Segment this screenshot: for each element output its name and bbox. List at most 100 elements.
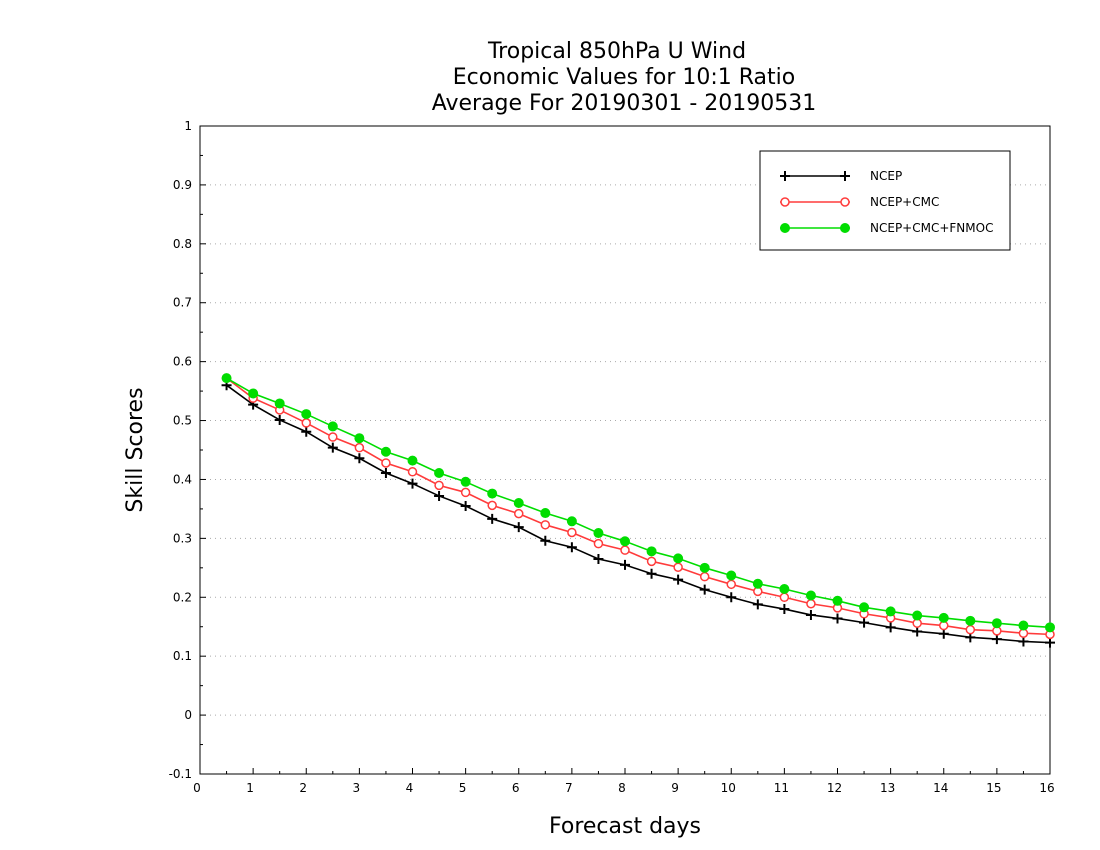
- point-2-15: [620, 536, 630, 547]
- y-tick-label-5: 0.4: [173, 472, 192, 486]
- point-0-14: [593, 553, 604, 564]
- x-tick-label-8: 8: [618, 781, 626, 795]
- point-0-21: [779, 604, 790, 615]
- point-0-18: [699, 584, 710, 595]
- point-2-22: [805, 590, 816, 601]
- point-0-6: [380, 467, 391, 478]
- point-0-22: [805, 609, 816, 620]
- point-2-25: [885, 606, 896, 617]
- point-1-6: [381, 458, 391, 468]
- point-1-9: [460, 487, 471, 498]
- point-0-13: [566, 542, 577, 553]
- point-1-13: [567, 527, 577, 538]
- point-1-14: [593, 538, 604, 549]
- point-1-22: [806, 599, 816, 609]
- y-tick-label-10: 0.9: [173, 178, 192, 192]
- point-0-16: [646, 568, 657, 579]
- x-axis: 0 1 2 3 4 5 6 7 8 9 10 11 12 13 14 15 16: [193, 768, 1055, 795]
- point-0-4: [327, 442, 338, 453]
- series-0: [221, 380, 1055, 648]
- series-line-1: [226, 377, 1051, 636]
- x-tick-label-16: 16: [1039, 781, 1054, 795]
- title-line-2: Economic Values for 10:1 Ratio: [453, 65, 795, 90]
- point-0-25: [885, 622, 896, 633]
- legend-marker-end-0: [840, 171, 850, 181]
- point-0-7: [407, 478, 418, 489]
- legend-marker-end-2: [840, 223, 850, 233]
- point-2-20: [752, 578, 763, 589]
- point-2-29: [991, 618, 1002, 629]
- point-1-3: [301, 418, 311, 428]
- x-tick-label-6: 6: [512, 781, 520, 795]
- y-tick-label-2: 0.1: [173, 649, 192, 663]
- point-2-14: [593, 528, 604, 539]
- title-line-1: Tropical 850hPa U Wind: [487, 39, 746, 64]
- point-0-12: [540, 535, 551, 546]
- x-tick-label-2: 2: [299, 781, 307, 795]
- x-tick-label-5: 5: [459, 781, 467, 795]
- point-2-1: [248, 388, 259, 399]
- point-0-9: [460, 500, 471, 511]
- point-2-31: [1045, 622, 1055, 633]
- point-2-12: [540, 508, 551, 519]
- y-tick-label-7: 0.6: [173, 355, 192, 369]
- point-2-23: [832, 595, 843, 606]
- series-line-0: [226, 384, 1051, 644]
- point-1-16: [646, 556, 657, 567]
- point-2-3: [301, 409, 312, 420]
- point-1-11: [514, 508, 524, 519]
- legend-marker-end-1: [840, 197, 850, 207]
- x-tick-label-15: 15: [986, 781, 1001, 795]
- legend: NCEP NCEP+CMC NCEP+CMC+FNMOC: [759, 150, 1011, 251]
- x-axis-label: Forecast days: [549, 814, 701, 839]
- y-tick-label-11: 1: [184, 119, 192, 133]
- point-1-7: [407, 467, 418, 477]
- x-tick-label-4: 4: [406, 781, 414, 795]
- chart-title: Tropical 850hPa U Wind Economic Values f…: [432, 39, 817, 116]
- point-0-2: [274, 414, 285, 425]
- point-2-21: [779, 584, 790, 595]
- y-tick-label-3: 0.2: [173, 590, 192, 604]
- x-tick-label-11: 11: [774, 781, 789, 795]
- point-0-3: [301, 426, 312, 437]
- point-2-7: [407, 455, 418, 466]
- legend-marker-start-2: [780, 223, 790, 233]
- point-2-19: [726, 570, 737, 581]
- x-tick-label-3: 3: [353, 781, 361, 795]
- point-0-27: [938, 628, 949, 639]
- point-1-5: [354, 442, 365, 453]
- point-1-28: [965, 624, 976, 635]
- y-tick-label-8: 0.7: [173, 296, 192, 310]
- legend-label-2: NCEP+CMC+FNMOC: [870, 221, 993, 235]
- y-tick-label-1: 0: [184, 708, 192, 722]
- point-0-10: [487, 513, 498, 524]
- x-tick-label-7: 7: [565, 781, 573, 795]
- point-0-26: [912, 626, 923, 637]
- point-0-31: [1045, 637, 1055, 648]
- y-tick-label-0: -0.1: [169, 767, 192, 781]
- point-2-5: [354, 433, 365, 444]
- series-line-2: [226, 377, 1051, 629]
- legend-marker-start-0: [780, 171, 790, 181]
- y-axis: -0.1 0 0.1 0.2 0.3 0.4 0.5 0.6 0.7 0.8 0.9 1: [169, 119, 206, 781]
- point-2-26: [912, 610, 923, 621]
- y-tick-label-4: 0.3: [173, 531, 192, 545]
- x-tick-label-12: 12: [827, 781, 842, 795]
- point-0-30: [1018, 636, 1029, 647]
- point-2-16: [646, 546, 657, 557]
- x-tick-label-10: 10: [721, 781, 736, 795]
- title-line-3: Average For 20190301 - 20190531: [432, 91, 817, 116]
- point-0-23: [832, 613, 843, 624]
- point-1-4: [328, 432, 338, 442]
- x-tick-label-9: 9: [671, 781, 679, 795]
- point-2-2: [274, 398, 285, 409]
- x-tick-label-14: 14: [933, 781, 948, 795]
- point-1-19: [726, 579, 736, 590]
- point-0-11: [513, 522, 524, 533]
- point-1-21: [779, 592, 790, 603]
- point-0-5: [354, 453, 365, 464]
- series-1: [221, 373, 1055, 640]
- y-tick-label-9: 0.8: [173, 237, 192, 251]
- point-2-11: [513, 498, 524, 509]
